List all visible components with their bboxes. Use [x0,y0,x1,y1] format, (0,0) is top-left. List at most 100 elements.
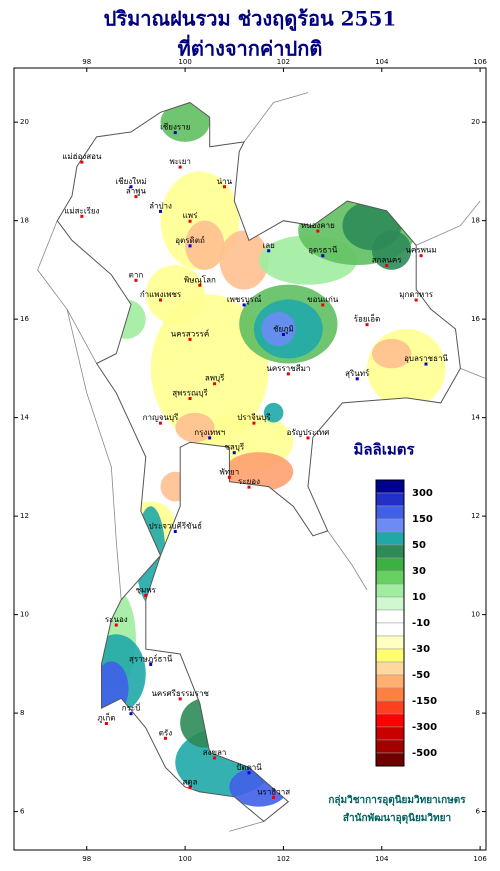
y-tick-label: 12 [471,512,480,520]
legend-swatch [375,635,405,650]
y-tick-label: 8 [476,709,480,717]
country-border [37,220,97,364]
station-marker [213,756,217,760]
legend-label: 10 [412,592,426,603]
legend-swatch [375,726,405,741]
rain-area [261,311,296,347]
station-marker [129,712,133,716]
station-marker [159,298,163,302]
y-tick-label: 20 [471,118,480,126]
y-tick-label: 12 [20,512,29,520]
province-label: สกลนคร [372,256,402,265]
legend-label: 300 [412,488,433,499]
legend: 300 150 50 30 10 -10 -30 -50 -150 -300 -500 [375,479,437,767]
province-label: ชุมพร [136,585,157,594]
station-marker [316,229,320,233]
province-label: แม่สะเรียง [64,206,99,215]
province-label: พิษณุโลก [184,274,216,284]
legend-swatch [375,674,405,689]
legend-swatch [375,661,405,676]
y-tick-label: 6 [20,808,25,816]
country-border [229,821,264,832]
station-marker [419,254,423,258]
legend-swatch [375,752,405,767]
country-border [416,200,481,246]
station-marker [385,264,389,268]
station-marker [227,475,231,479]
rain-area [371,230,412,270]
province-label: ตรัง [159,728,172,737]
station-marker [188,244,192,248]
province-label: อุบลราชธานี [404,354,448,363]
rain-area [371,338,412,369]
rain-area [145,264,205,325]
legend-swatch [375,739,405,754]
legend-swatch [375,609,405,624]
country-border [243,92,309,143]
x-tick-label: 98 [82,58,91,66]
credit: กลุ่มวิชาการอุตุนิยมวิทยาเกษตร [328,794,466,806]
y-tick-label: 16 [471,315,480,323]
province-label: น่าน [217,177,233,186]
legend-label: -10 [412,618,430,629]
province-label: อุตรดิตถ์ [175,235,205,245]
title-line: ที่ต่างจากค่าปกติ [178,34,323,61]
legend-swatch [375,492,405,507]
rain-area [185,220,225,270]
x-tick-label: 98 [82,855,91,863]
country-border [66,309,122,600]
station-marker [321,303,325,307]
legend-swatch [375,557,405,572]
station-marker [134,195,138,199]
province-label: สงขลา [203,748,227,757]
station-marker [173,529,177,533]
station-marker [247,771,251,775]
x-tick-label: 104 [375,855,389,863]
station-marker [134,278,138,282]
legend-swatch [375,622,405,637]
station-marker [173,131,177,135]
y-tick-label: 10 [471,611,480,619]
legend-swatch [375,648,405,663]
station-marker [104,722,108,726]
title-line: ปริมาณฝนรวม ช่วงฤดูร้อน 2551 [104,7,397,33]
station-marker [232,451,236,455]
province-label: ชัยภูมิ [273,324,294,334]
legend-label: -150 [412,696,437,707]
y-tick-label: 18 [471,217,480,225]
legend-swatch [375,713,405,728]
legend-title: มิลลิเมตร [353,441,415,459]
province-label: ตาก [129,270,144,279]
y-tick-label: 16 [20,315,29,323]
rain-area [175,412,215,443]
y-tick-label: 20 [20,118,29,126]
x-tick-label: 102 [277,855,290,863]
province-label: เชียงราย [160,123,190,132]
station-marker [188,397,192,401]
station-marker [80,160,84,164]
station-marker [188,219,192,223]
legend-label: -500 [412,748,437,759]
station-marker [272,795,276,799]
province-label: สุราษฎร์ธานี [129,653,173,663]
rain-area [160,102,210,142]
province-label: นครราชสีมา [266,364,310,373]
x-tick-label: 100 [178,855,191,863]
province-label: สตูล [183,778,198,788]
rain-area [367,328,446,408]
legend-label: 50 [412,540,426,551]
province-label: ร้อยเอ็ด [354,314,381,324]
station-marker [144,593,148,597]
station-marker [321,254,325,258]
legend-border [375,479,405,767]
province-label: นราธิวาส [257,787,290,796]
station-marker [424,362,428,366]
legend-label: 30 [412,566,426,577]
province-label: อุดรธานี [308,246,338,255]
rain-area [219,230,269,290]
province-label: พัทยา [219,467,239,476]
x-tick-label: 102 [277,58,290,66]
station-marker [163,736,167,740]
province-label: เพชรบูรณ์ [227,294,262,305]
